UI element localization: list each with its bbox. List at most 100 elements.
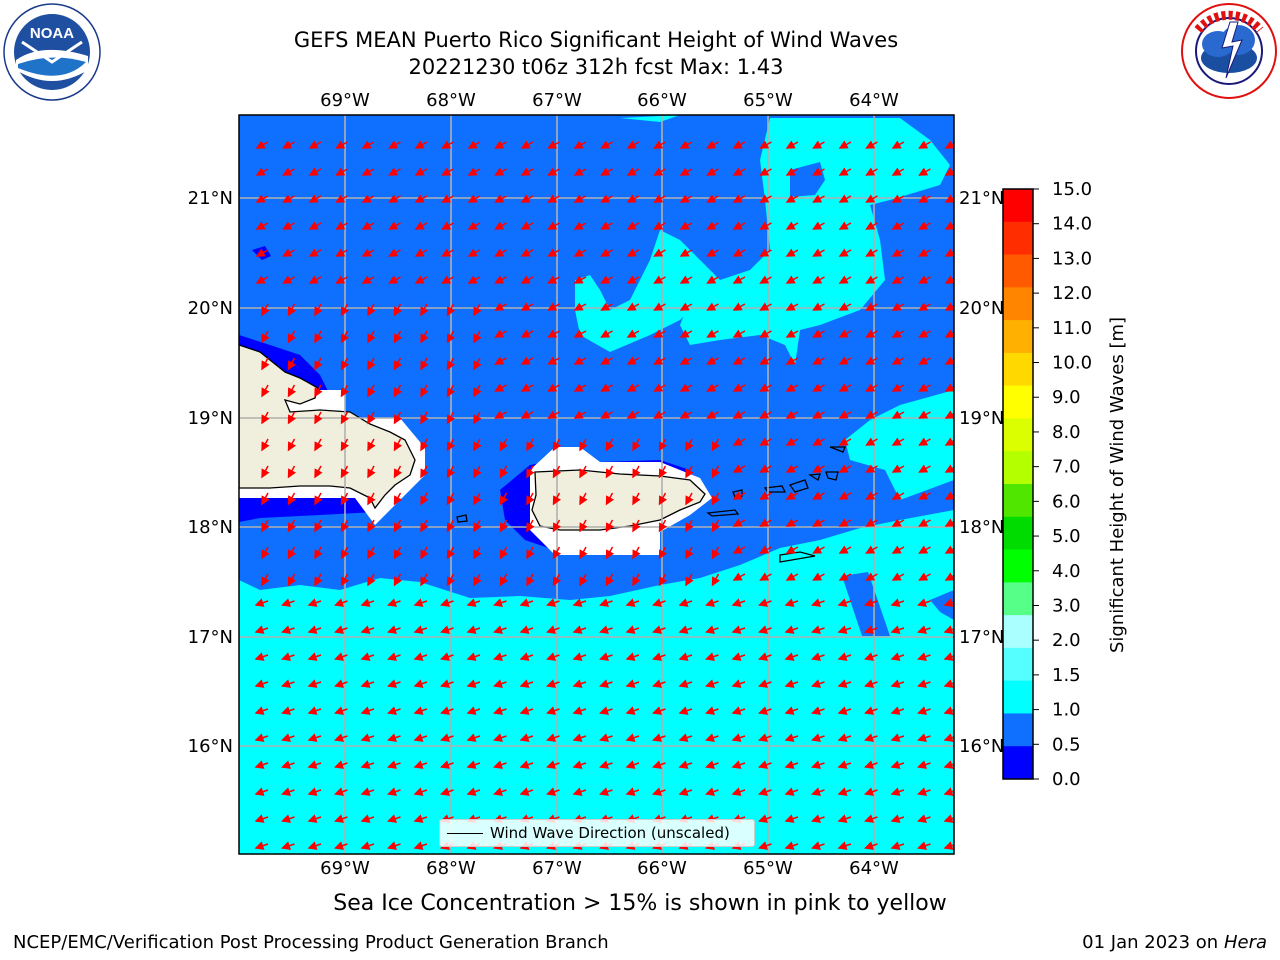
wave-direction-arrow: [287, 384, 297, 398]
ocean-fill-high-top: [620, 115, 680, 122]
wave-direction-arrow: [943, 841, 954, 850]
wave-direction-arrow: [891, 545, 905, 554]
wave-direction-arrow: [526, 438, 535, 452]
wave-direction-arrow: [653, 329, 666, 338]
wave-direction-arrow: [441, 221, 454, 230]
wave-direction-arrow: [785, 437, 799, 446]
wave-direction-arrow: [573, 194, 587, 203]
wave-direction-arrow: [918, 383, 931, 392]
wave-direction-arrow: [466, 787, 481, 796]
wave-direction-arrow: [547, 329, 560, 338]
wave-direction-arrow: [944, 572, 954, 581]
wave-direction-arrow: [944, 356, 954, 365]
wave-direction-arrow: [658, 573, 668, 587]
wave-direction-arrow: [499, 465, 509, 479]
wave-direction-arrow: [626, 140, 640, 149]
wave-direction-arrow: [579, 519, 588, 533]
wave-direction-arrow: [653, 356, 666, 365]
wave-direction-arrow: [679, 410, 693, 419]
wave-direction-arrow: [335, 194, 348, 203]
wave-direction-arrow: [732, 545, 746, 554]
wave-direction-arrow: [393, 357, 403, 371]
colorbar-tick-label: 0.5: [1052, 734, 1081, 755]
wave-direction-arrow: [732, 383, 746, 392]
wave-direction-arrow: [731, 706, 746, 715]
wave-direction-arrow: [838, 302, 852, 311]
wave-direction-arrow: [547, 410, 560, 419]
wave-direction-arrow: [367, 519, 376, 533]
wave-direction-arrow: [837, 814, 852, 823]
lat-label-left: 16°N: [188, 736, 233, 757]
wave-direction-arrow: [917, 814, 931, 823]
wave-direction-arrow: [890, 814, 905, 823]
wave-direction-arrow: [658, 519, 668, 533]
wave-direction-arrow: [599, 598, 613, 607]
wave-direction-arrow: [413, 787, 428, 796]
wave-direction-arrow: [678, 733, 693, 742]
wave-direction-arrow: [493, 652, 507, 661]
wave-direction-arrow: [261, 303, 270, 317]
wave-direction-arrow: [891, 302, 905, 311]
wave-direction-arrow: [520, 356, 534, 365]
colorbar-segment: [1003, 287, 1033, 321]
wave-direction-arrow: [573, 302, 587, 311]
wave-direction-arrow: [261, 411, 270, 425]
wave-direction-arrow: [679, 329, 693, 338]
lon-label-top: 68°W: [426, 90, 476, 111]
wave-direction-arrow: [784, 679, 799, 688]
wave-direction-arrow: [705, 598, 719, 607]
wave-direction-arrow: [759, 167, 772, 176]
wave-direction-arrow: [706, 275, 719, 284]
wave-direction-arrow: [625, 760, 640, 769]
wave-direction-arrow: [758, 760, 772, 769]
wave-direction-arrow: [414, 167, 428, 176]
wave-direction-arrow: [891, 275, 905, 284]
wave-direction-arrow: [254, 625, 269, 634]
wave-direction-arrow: [599, 787, 613, 796]
wave-direction-arrow: [838, 221, 852, 230]
lon-labels-bottom: 69°W 68°W 67°W 66°W 65°W 64°W: [320, 858, 899, 879]
wave-direction-arrow: [307, 733, 322, 742]
wave-direction-arrow: [308, 221, 322, 230]
wave-direction-arrow: [784, 760, 799, 769]
wave-direction-arrow: [785, 140, 799, 149]
wave-direction-arrow: [388, 167, 401, 176]
wave-direction-arrow: [759, 275, 772, 284]
wave-direction-arrow: [334, 679, 348, 688]
wave-direction-arrow: [340, 384, 350, 398]
wave-direction-arrow: [494, 329, 507, 338]
wave-direction-arrow: [731, 598, 746, 607]
wave-direction-arrow: [838, 329, 852, 338]
wave-direction-arrow: [546, 787, 560, 796]
wave-direction-arrow: [367, 357, 376, 371]
colorbar-segment: [1003, 385, 1033, 419]
wave-direction-arrow: [261, 357, 270, 371]
wave-direction-arrow: [287, 411, 297, 425]
wave-direction-arrow: [340, 546, 350, 560]
wave-direction-arrow: [387, 679, 401, 688]
wave-direction-arrow: [361, 221, 375, 230]
wave-direction-arrow: [440, 652, 454, 661]
wave-direction-arrow: [388, 221, 401, 230]
wave-direction-arrow: [414, 248, 428, 257]
wave-direction-arrow: [891, 194, 905, 203]
wave-direction-arrow: [944, 491, 954, 500]
wave-direction-arrow: [466, 733, 481, 742]
wave-direction-arrow: [314, 411, 323, 425]
wave-direction-arrow: [547, 356, 560, 365]
wave-direction-arrow: [785, 572, 799, 581]
lat-label-left: 17°N: [188, 627, 233, 648]
wave-direction-arrow: [281, 787, 295, 796]
wave-direction-arrow: [653, 410, 666, 419]
colorbar-tick-label: 15.0: [1052, 179, 1092, 200]
wave-direction-arrow: [917, 787, 931, 796]
wave-direction-arrow: [261, 438, 270, 452]
wave-direction-arrow: [706, 302, 719, 311]
wave-direction-arrow: [732, 437, 746, 446]
land-mona: [456, 514, 468, 523]
wave-direction-arrow: [811, 679, 825, 688]
wave-direction-arrow: [891, 140, 905, 149]
wave-direction-arrow: [632, 492, 641, 506]
wave-direction-arrow: [446, 357, 456, 371]
wave-direction-arrow: [865, 275, 878, 284]
